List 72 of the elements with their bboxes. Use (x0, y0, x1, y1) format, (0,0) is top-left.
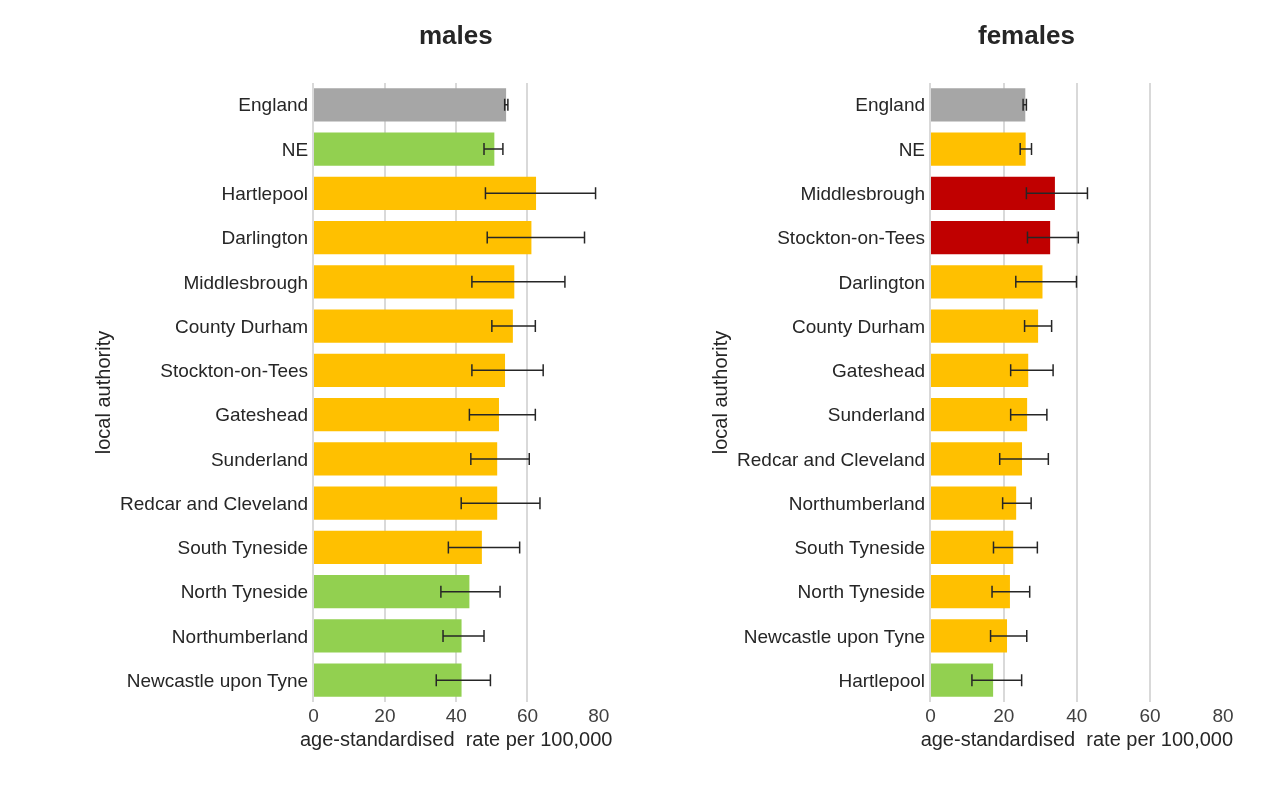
y-tick-label: Gateshead (215, 404, 309, 426)
y-tick-label: North Tyneside (797, 581, 926, 603)
chart-title: males (419, 20, 493, 50)
bar (313, 619, 462, 653)
y-tick-label: Stockton-on-Tees (160, 360, 309, 382)
x-tick-label: 60 (1139, 705, 1161, 727)
y-tick-label: England (855, 94, 926, 116)
bar (313, 575, 470, 609)
y-tick-label: Hartlepool (838, 669, 926, 691)
x-tick-label: 0 (308, 705, 319, 727)
y-tick-label: Redcar and Cleveland (120, 492, 309, 514)
y-axis-title: local authority (709, 330, 732, 455)
y-tick-label: North Tyneside (180, 581, 309, 603)
bar (313, 663, 462, 697)
y-tick-label: Stockton-on-Tees (777, 227, 926, 249)
bar (313, 220, 532, 255)
y-tick-label: County Durham (175, 315, 309, 337)
x-tick-label: 20 (374, 705, 396, 727)
bar (313, 176, 537, 210)
y-tick-label: NE (898, 138, 926, 160)
y-tick-label: Hartlepool (221, 182, 309, 204)
bar (313, 353, 506, 387)
y-tick-label: Middlesbrough (800, 182, 926, 204)
bar (930, 575, 1010, 609)
x-tick-label: 0 (925, 705, 936, 727)
bar (313, 265, 515, 299)
y-tick-label: South Tyneside (177, 537, 309, 559)
y-tick-label: Darlington (221, 227, 309, 249)
bar (930, 486, 1017, 520)
bar (930, 353, 1029, 387)
y-tick-label: Redcar and Cleveland (737, 448, 926, 470)
y-tick-label: Gateshead (832, 360, 926, 382)
y-tick-label: NE (281, 138, 309, 160)
bar (930, 663, 994, 697)
y-tick-label: Sunderland (210, 448, 309, 470)
bar (313, 88, 507, 122)
bar (930, 88, 1026, 122)
bar (313, 398, 499, 432)
bar (930, 176, 1055, 210)
y-tick-label: Newcastle upon Tyne (126, 669, 309, 691)
y-tick-label: Sunderland (827, 404, 926, 426)
bar (313, 309, 513, 343)
bar (930, 265, 1043, 299)
y-tick-label: South Tyneside (794, 537, 926, 559)
y-tick-label: Middlesbrough (183, 271, 309, 293)
bar (313, 530, 482, 565)
bar (930, 398, 1028, 432)
bar (313, 486, 498, 520)
x-tick-label: 40 (1066, 705, 1088, 727)
x-tick-label: 60 (516, 705, 539, 727)
y-tick-label: England (238, 94, 309, 116)
x-axis-title: age-standardised rate per 100,000 (299, 727, 613, 750)
y-tick-label: Northumberland (171, 625, 309, 647)
x-axis-title: age-standardised rate per 100,000 (920, 727, 1234, 750)
x-tick-label: 80 (1212, 705, 1234, 727)
y-axis-title: local authority (92, 330, 115, 455)
y-tick-label: County Durham (791, 315, 926, 337)
y-tick-label: Newcastle upon Tyne (743, 625, 926, 647)
x-tick-label: 40 (445, 705, 467, 727)
x-tick-label: 20 (993, 705, 1015, 727)
bar (313, 442, 498, 476)
chart-title: females (978, 20, 1075, 50)
y-tick-label: Darlington (838, 271, 926, 293)
bar (930, 309, 1039, 343)
bar (313, 132, 495, 166)
x-tick-label: 80 (588, 705, 610, 727)
bar (930, 132, 1026, 166)
bar (930, 220, 1051, 255)
y-tick-label: Northumberland (788, 492, 926, 514)
bar (930, 530, 1014, 565)
bar (930, 442, 1023, 476)
bar (930, 619, 1008, 653)
